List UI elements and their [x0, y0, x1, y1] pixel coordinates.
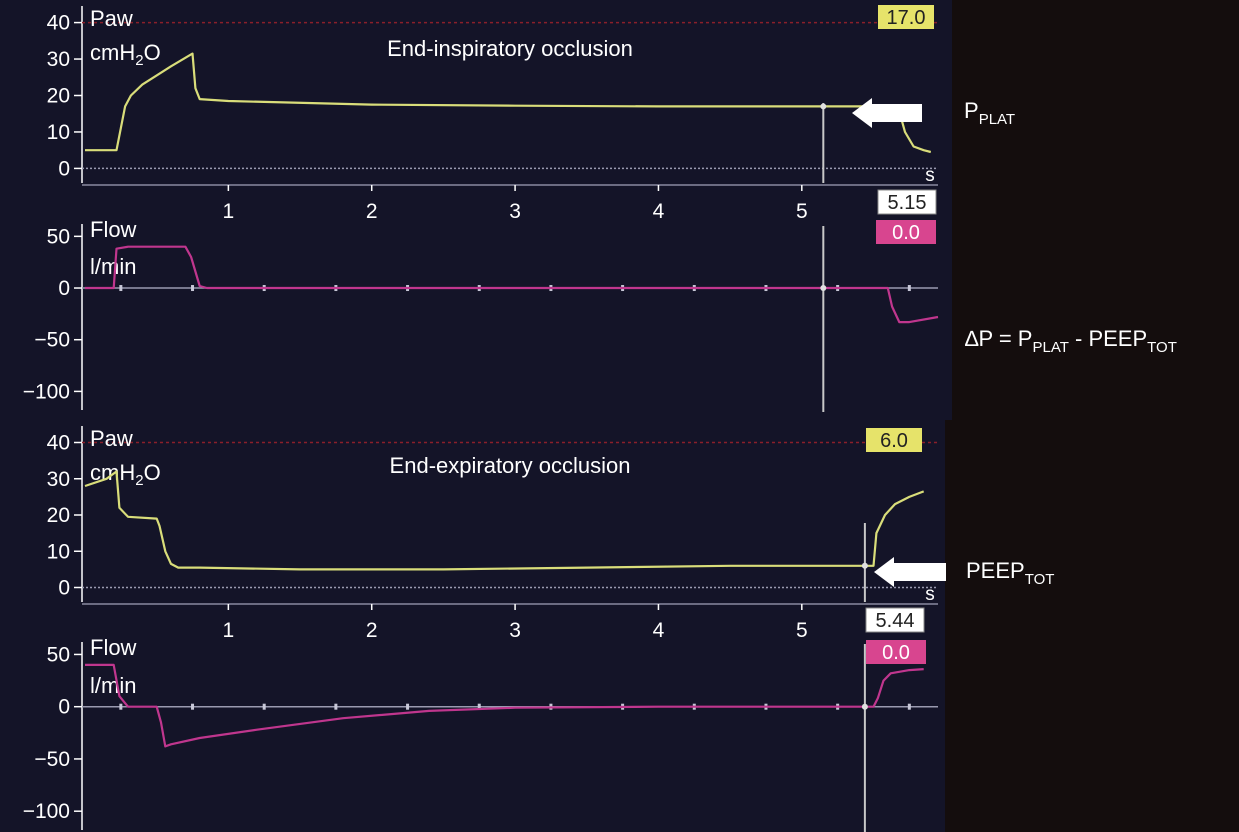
top-paw-ylabel-line1: Paw: [90, 6, 133, 31]
top-paw-xtick-label: 4: [653, 200, 665, 223]
bottom-paw-xtick-label: 5: [796, 619, 808, 642]
bottom-paw-cursor-time-box: [865, 607, 925, 633]
peep-arrow-icon: [874, 557, 946, 587]
bottom-flow-readout-value: 0.0: [882, 642, 910, 664]
top-flow-zero-marker: [907, 285, 911, 292]
top-paw-ytick-label: 30: [47, 48, 70, 71]
top-paw-xtick-label: 2: [366, 200, 378, 223]
bottom-paw-ytick-label: 20: [47, 504, 70, 527]
bottom-paw-xtick-label: 3: [509, 619, 521, 642]
delta-p-formula: ∆P = PPLAT - PEEPTOT: [965, 326, 1177, 356]
bottom-flow-zero-marker: [907, 703, 911, 710]
pplat-label-sub: PLAT: [979, 111, 1015, 128]
bottom-right-dark-strip: [945, 420, 1239, 832]
bottom-flow-ylabel-line1: Flow: [90, 635, 137, 660]
bottom-paw-ytick-label: 10: [47, 540, 70, 563]
top-paw-ytick-label: 20: [47, 85, 70, 108]
top-flow-ytick-label: −100: [23, 380, 70, 403]
bottom-paw-ytick-label: 30: [47, 468, 70, 491]
bottom-flow-ytick-label: −50: [34, 748, 70, 771]
top-flow-zero-marker: [191, 285, 195, 292]
bottom-paw-trace: [84, 470, 925, 571]
bottom-flow-zero-marker: [191, 703, 195, 710]
delta-p-sub-plat: PLAT: [1032, 339, 1068, 356]
top-flow-ytick-label: 0: [58, 277, 70, 300]
top-flow-zero-marker: [119, 285, 123, 292]
bottom-paw-ytick-label: 40: [47, 432, 70, 455]
top-paw-ytick-label: 40: [47, 12, 70, 35]
bottom-flow-ytick-label: 0: [58, 696, 70, 719]
bottom-paw-ytick-label: 0: [58, 577, 70, 600]
bottom-flow-zero-marker: [406, 703, 410, 710]
bottom-paw-xtick-label: 4: [653, 619, 665, 642]
peep-tot-sub: TOT: [1025, 571, 1055, 588]
plot-bottom-flow: 50 0 −50 −100 Flow l/min 0.0: [23, 635, 938, 832]
bottom-flow-readout-box: [866, 640, 926, 664]
top-flow-readout-box: [876, 220, 936, 244]
bottom-paw-readout-value: 6.0: [880, 430, 908, 452]
bottom-paw-cursor-marker: [861, 562, 868, 569]
peep-tot-label: PEEPTOT: [966, 558, 1054, 588]
delta-p-sub-tot: TOT: [1147, 339, 1177, 356]
bottom-paw-cursor-time-value: 5.44: [876, 610, 915, 632]
bottom-paw-xtick-label: 2: [366, 619, 378, 642]
bottom-flow-zero-marker: [477, 703, 481, 710]
top-right-dark-strip: [952, 0, 1239, 420]
delta-p-mid: - PEEP: [1069, 326, 1147, 351]
top-paw-ytick-label: 10: [47, 121, 70, 144]
bottom-flow-cursor-marker: [861, 703, 868, 710]
bottom-paw-annotation: End-expiratory occlusion: [390, 453, 631, 478]
bottom-paw-x-unit: s: [925, 584, 935, 605]
top-panel-background: [0, 0, 952, 420]
peep-tot-main: PEEP: [966, 558, 1025, 583]
top-paw-xtick-label: 1: [223, 200, 235, 223]
bottom-paw-ylabel-line1: Paw: [90, 426, 133, 451]
top-flow-trace: [85, 245, 939, 324]
top-paw-ylabel-line2: cmH2O: [90, 40, 161, 69]
top-flow-ylabel-line1: Flow: [90, 217, 137, 242]
bottom-flow-ylabel-line2: l/min: [90, 673, 136, 698]
pplat-label: PPLAT: [964, 98, 1015, 128]
pplat-arrow-icon: [852, 98, 922, 128]
top-paw-readout-box: [878, 5, 934, 29]
bottom-paw-ylabel-line2: cmH2O: [90, 460, 161, 489]
pplat-label-main: P: [964, 98, 979, 123]
top-flow-ylabel-line2: l/min: [90, 254, 136, 279]
bottom-paw-xtick-label: 1: [223, 619, 235, 642]
bottom-flow-zero-marker: [262, 703, 266, 710]
top-paw-cursor-time-value: 5.15: [888, 192, 927, 214]
top-flow-ytick-label: −50: [34, 329, 70, 352]
top-paw-ytick-label: 0: [58, 157, 70, 180]
bottom-paw-readout-box: [866, 428, 922, 452]
bottom-flow-ytick-label: 50: [47, 643, 70, 666]
top-flow-ytick-label: 50: [47, 225, 70, 248]
delta-p-prefix: ∆P = P: [965, 326, 1032, 351]
top-paw-annotation: End-inspiratory occlusion: [387, 36, 633, 61]
top-paw-readout-value: 17.0: [887, 7, 926, 29]
bottom-flow-ytick-label: −100: [23, 800, 70, 823]
plot-bottom-paw: 0 10 20 30 40 1 2 3 4 5 s Paw cmH2O End-expiratory oc…: [47, 426, 938, 642]
bottom-flow-zero-marker: [334, 703, 338, 710]
top-paw-x-unit: s: [925, 165, 935, 186]
top-flow-readout-value: 0.0: [892, 222, 920, 244]
top-paw-cursor-marker: [820, 103, 827, 110]
top-paw-cursor-time-box: [877, 189, 937, 215]
bottom-panel-background: [0, 420, 945, 832]
bottom-flow-trace: [85, 663, 924, 748]
plot-top-flow: 50 0 −50 −100 Flow l/min 0.0: [23, 217, 939, 412]
bottom-flow-zero-marker: [119, 703, 123, 710]
top-paw-xtick-label: 5: [796, 200, 808, 223]
top-flow-cursor-marker: [820, 285, 827, 292]
top-paw-xtick-label: 3: [509, 200, 521, 223]
